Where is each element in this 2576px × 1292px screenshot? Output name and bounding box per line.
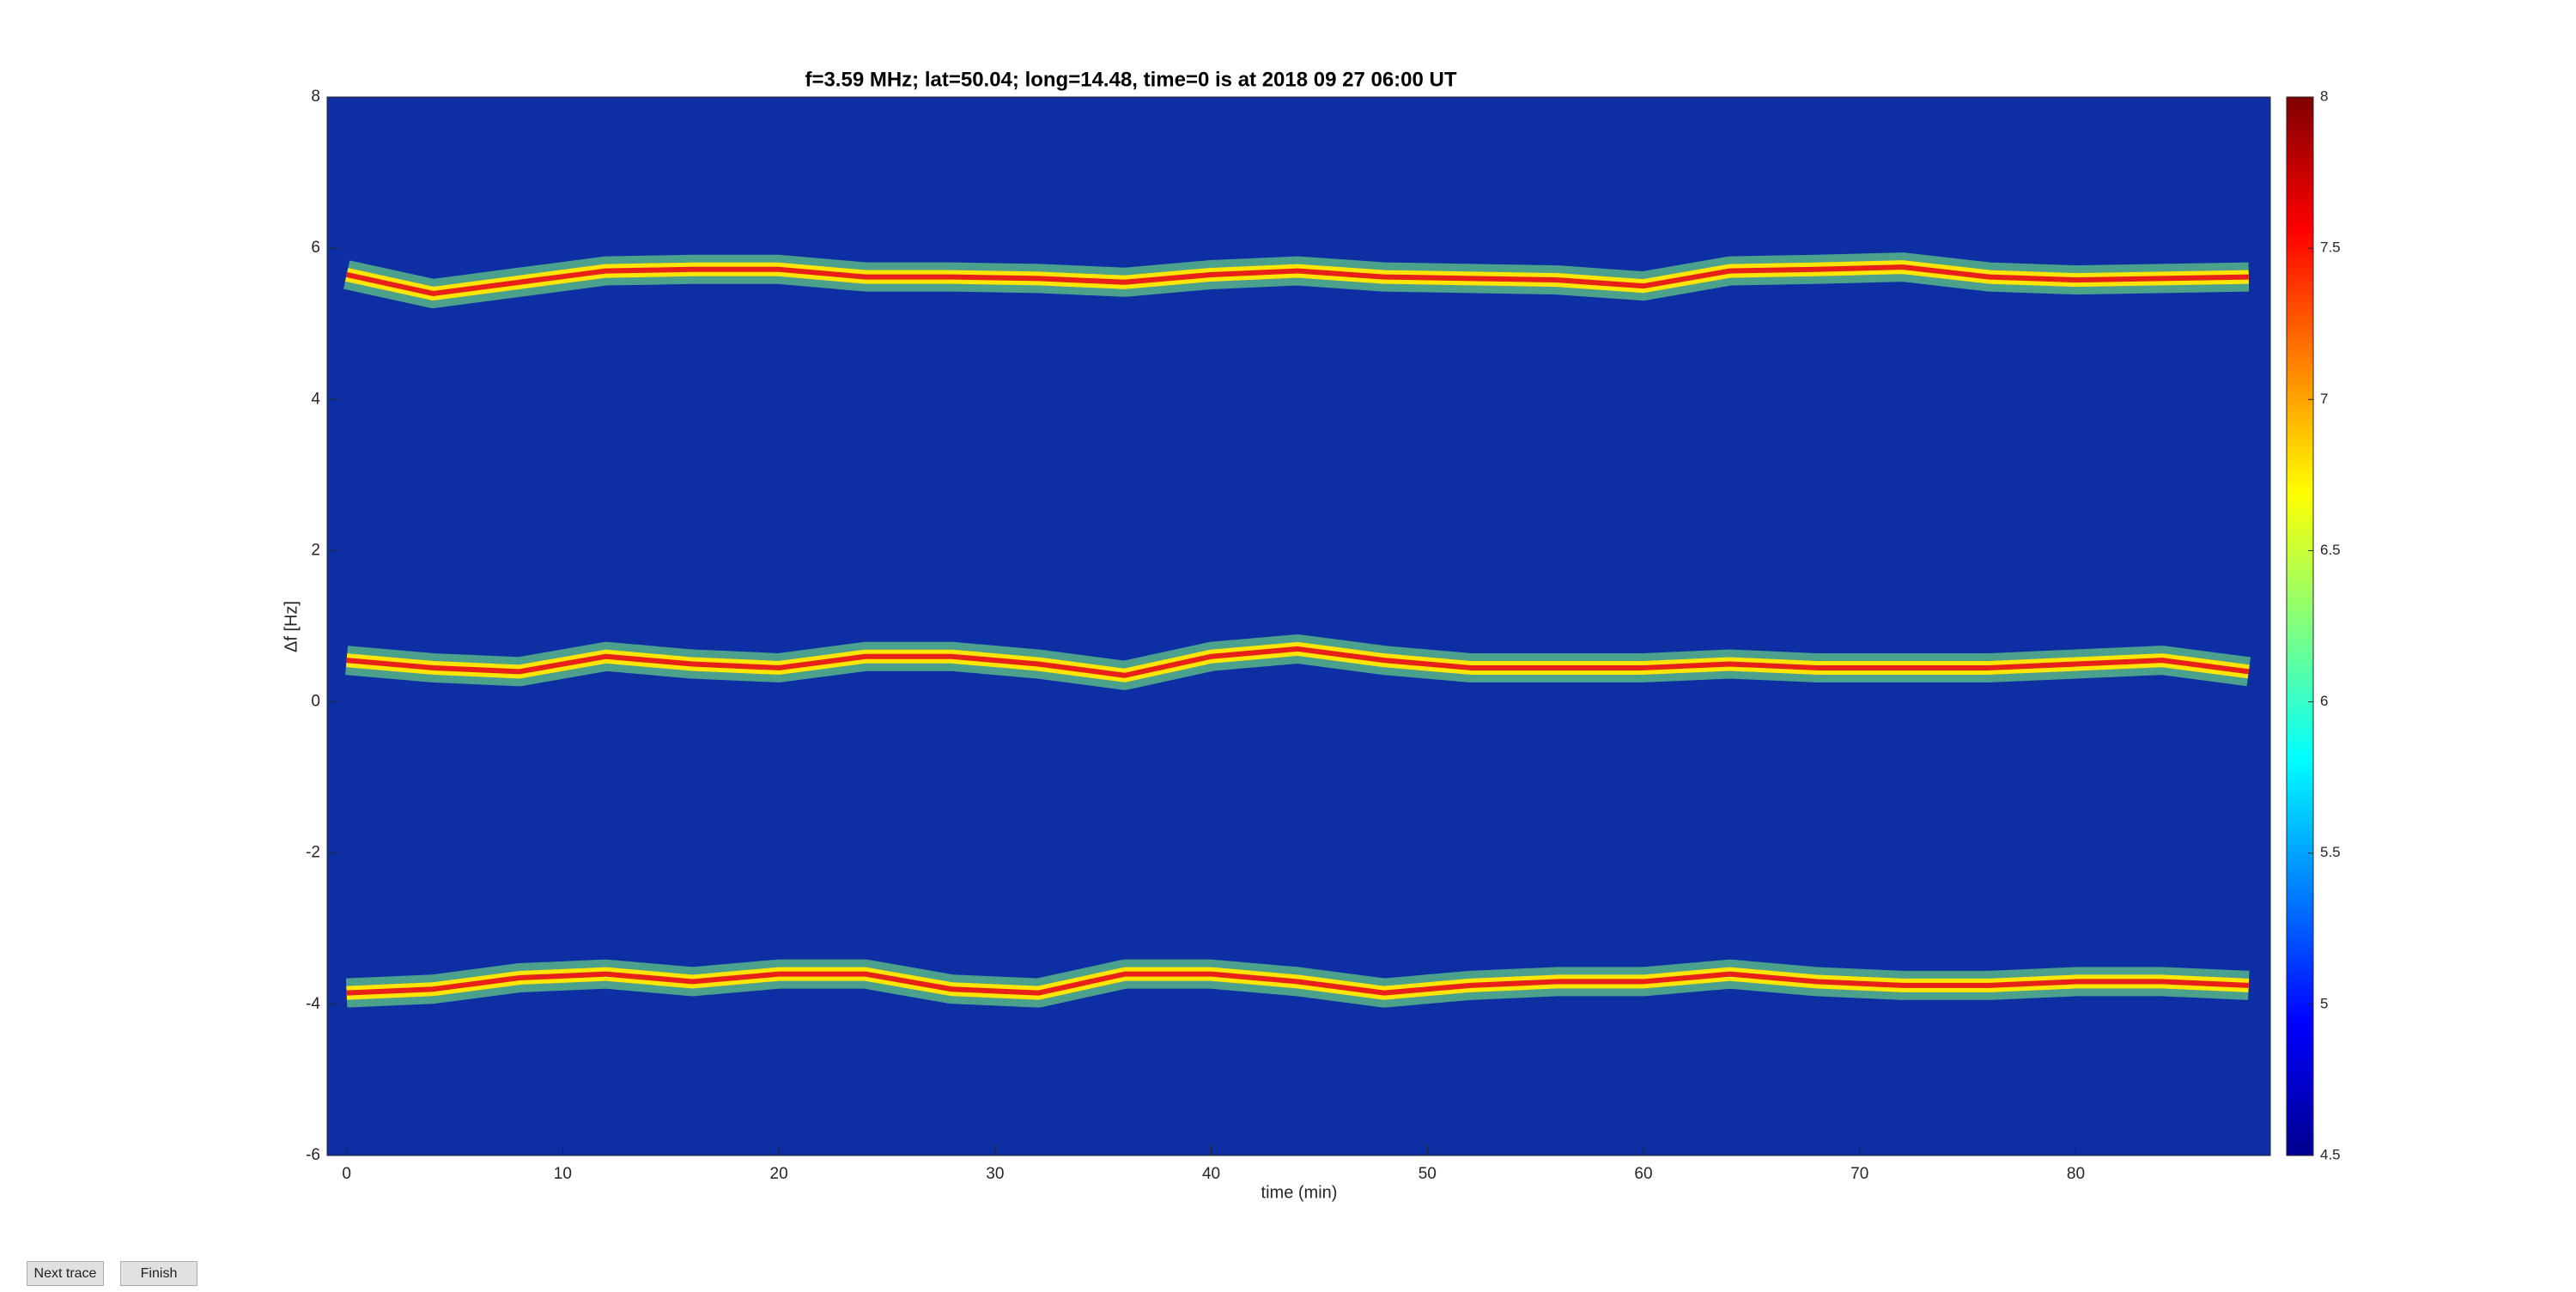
y-axis-label: Δf [Hz] [282, 601, 301, 652]
y-tick-label: 0 [311, 693, 320, 711]
trace [346, 646, 2250, 678]
y-tick-label: -4 [306, 995, 320, 1013]
y-tick-label: 4 [311, 390, 320, 408]
colorbar-tick-label: 5 [2320, 995, 2328, 1011]
x-tick-label: 70 [1850, 1165, 1868, 1183]
y-tick-label: 8 [311, 88, 320, 106]
colorbar [2286, 96, 2314, 1156]
y-tick-label: 2 [311, 541, 320, 559]
x-tick-label: 30 [986, 1165, 1004, 1183]
next-trace-button[interactable]: Next trace [27, 1261, 104, 1286]
colorbar-tick-label: 7 [2320, 391, 2328, 407]
trace [346, 971, 2249, 996]
x-tick-label: 50 [1419, 1165, 1437, 1183]
x-tick-label: 40 [1202, 1165, 1220, 1183]
x-tick-label: 20 [770, 1165, 788, 1183]
colorbar-tick-label: 6.5 [2320, 542, 2341, 558]
plot-frame [326, 96, 2271, 1156]
y-tick-label: -2 [306, 844, 320, 862]
y-tick-label: -6 [306, 1146, 320, 1164]
colorbar-tick-label: 7.5 [2320, 240, 2341, 256]
colorbar-tick-label: 6 [2320, 693, 2328, 709]
finish-button[interactable]: Finish [120, 1261, 197, 1286]
x-tick-label: 10 [554, 1165, 572, 1183]
x-axis-label: time (min) [1261, 1183, 1338, 1202]
colorbar-tick-label: 5.5 [2320, 844, 2341, 860]
colorbar-tick-label: 8 [2320, 88, 2328, 104]
x-tick-label: 60 [1634, 1165, 1652, 1183]
trace [346, 264, 2249, 296]
chart: f=3.59 MHz; lat=50.04; long=14.48, time=… [282, 68, 2341, 1202]
y-tick-label: 6 [311, 239, 320, 257]
colorbar-tick-label: 4.5 [2320, 1146, 2341, 1162]
x-tick-label: 0 [342, 1165, 351, 1183]
x-tick-label: 80 [2067, 1165, 2085, 1183]
chart-title: f=3.59 MHz; lat=50.04; long=14.48, time=… [805, 68, 1456, 91]
